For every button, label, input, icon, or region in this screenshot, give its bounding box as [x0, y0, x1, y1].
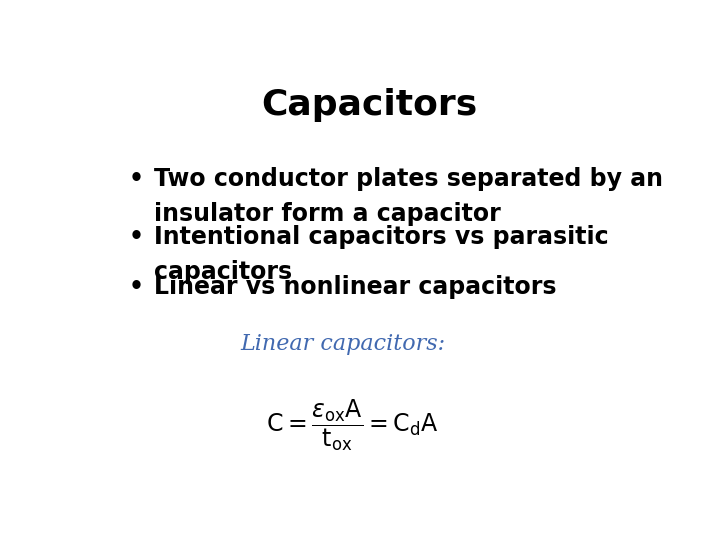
Text: •: •: [129, 225, 144, 249]
Text: Linear capacitors:: Linear capacitors:: [240, 333, 446, 355]
Text: insulator form a capacitor: insulator form a capacitor: [154, 202, 501, 226]
Text: •: •: [129, 275, 144, 299]
Text: Linear vs nonlinear capacitors: Linear vs nonlinear capacitors: [154, 275, 557, 299]
Text: Intentional capacitors vs parasitic: Intentional capacitors vs parasitic: [154, 225, 609, 249]
Text: Capacitors: Capacitors: [261, 87, 477, 122]
Text: Two conductor plates separated by an: Two conductor plates separated by an: [154, 167, 663, 191]
Text: $\mathrm{C} = \dfrac{\varepsilon_{\mathrm{ox}}\mathrm{A}}{\mathrm{t}_{\mathrm{ox: $\mathrm{C} = \dfrac{\varepsilon_{\mathr…: [266, 397, 438, 453]
Text: •: •: [129, 167, 144, 191]
Text: capacitors: capacitors: [154, 260, 292, 284]
